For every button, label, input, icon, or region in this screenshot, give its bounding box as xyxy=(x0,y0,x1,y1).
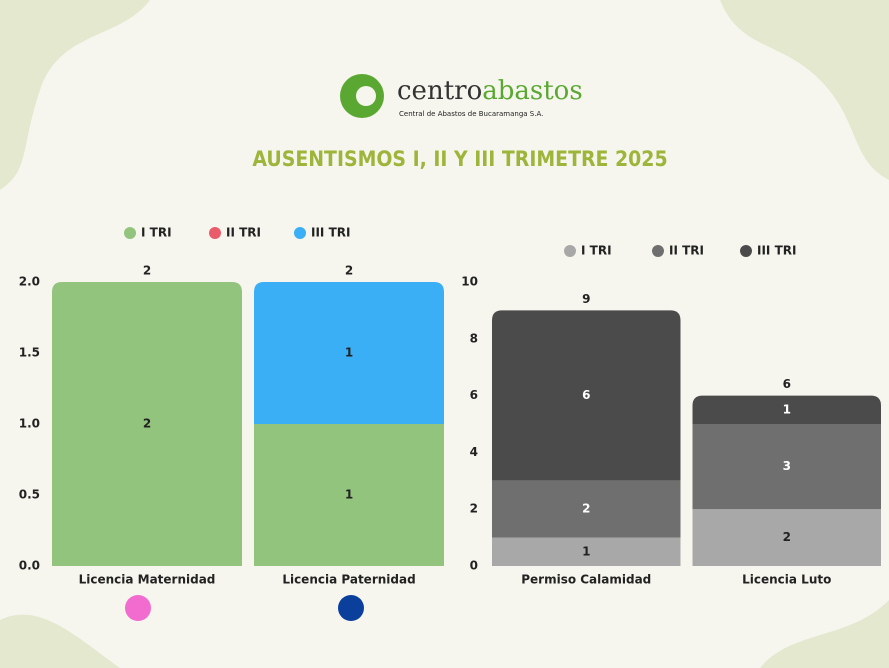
logo-main: centro xyxy=(397,76,482,106)
segment-label: 2 xyxy=(143,417,151,431)
y-tick-label: 10 xyxy=(461,275,478,289)
y-tick-label: 2.0 xyxy=(19,275,40,289)
total-label: 2 xyxy=(143,264,151,278)
legend-label: I TRI xyxy=(141,226,172,240)
segment-label: 1 xyxy=(582,544,590,558)
legend-label: III TRI xyxy=(311,226,350,240)
title: AUSENTISMOS I, II Y III TRIMETRE 2025 xyxy=(252,147,667,171)
legend-swatch xyxy=(124,227,136,239)
legend-swatch xyxy=(294,227,306,239)
y-tick-label: 1.0 xyxy=(19,417,40,431)
segment-label: 2 xyxy=(783,530,791,544)
legend-swatch xyxy=(209,227,221,239)
y-tick-label: 6 xyxy=(470,388,478,402)
infographic: centroabastos Central de Abastos de Buca… xyxy=(0,0,889,668)
segment-label: 1 xyxy=(783,402,791,416)
legend-swatch xyxy=(740,245,752,257)
logo-text: centroabastos xyxy=(397,76,583,106)
segment-label: 6 xyxy=(582,388,590,402)
y-tick-label: 0.0 xyxy=(19,559,40,573)
legend-label: II TRI xyxy=(669,244,704,258)
y-tick-label: 8 xyxy=(470,331,478,345)
category-dot xyxy=(338,595,364,621)
logo-subtitle: Central de Abastos de Bucaramanga S.A. xyxy=(399,110,543,118)
x-tick-label: Permiso Calamidad xyxy=(521,573,651,587)
category-dot xyxy=(125,595,151,621)
legend-swatch xyxy=(652,245,664,257)
legend-label: III TRI xyxy=(757,244,796,258)
legend-swatch xyxy=(564,245,576,257)
segment-label: 3 xyxy=(783,459,791,473)
legend-label: II TRI xyxy=(226,226,261,240)
y-tick-label: 4 xyxy=(470,445,478,459)
total-label: 2 xyxy=(345,264,353,278)
segment-label: 1 xyxy=(345,346,353,360)
total-label: 9 xyxy=(582,292,590,306)
logo-accent: abastos xyxy=(482,76,582,106)
y-tick-label: 0 xyxy=(470,559,478,573)
y-tick-label: 0.5 xyxy=(19,488,40,502)
x-tick-label: Licencia Paternidad xyxy=(282,573,415,587)
segment-label: 2 xyxy=(582,502,590,516)
logo-mark xyxy=(356,86,376,106)
legend-label: I TRI xyxy=(581,244,612,258)
x-tick-label: Licencia Maternidad xyxy=(79,573,216,587)
total-label: 6 xyxy=(783,377,791,391)
y-tick-label: 2 xyxy=(470,502,478,516)
x-tick-label: Licencia Luto xyxy=(742,573,831,587)
segment-label: 1 xyxy=(345,488,353,502)
y-tick-label: 1.5 xyxy=(19,346,40,360)
